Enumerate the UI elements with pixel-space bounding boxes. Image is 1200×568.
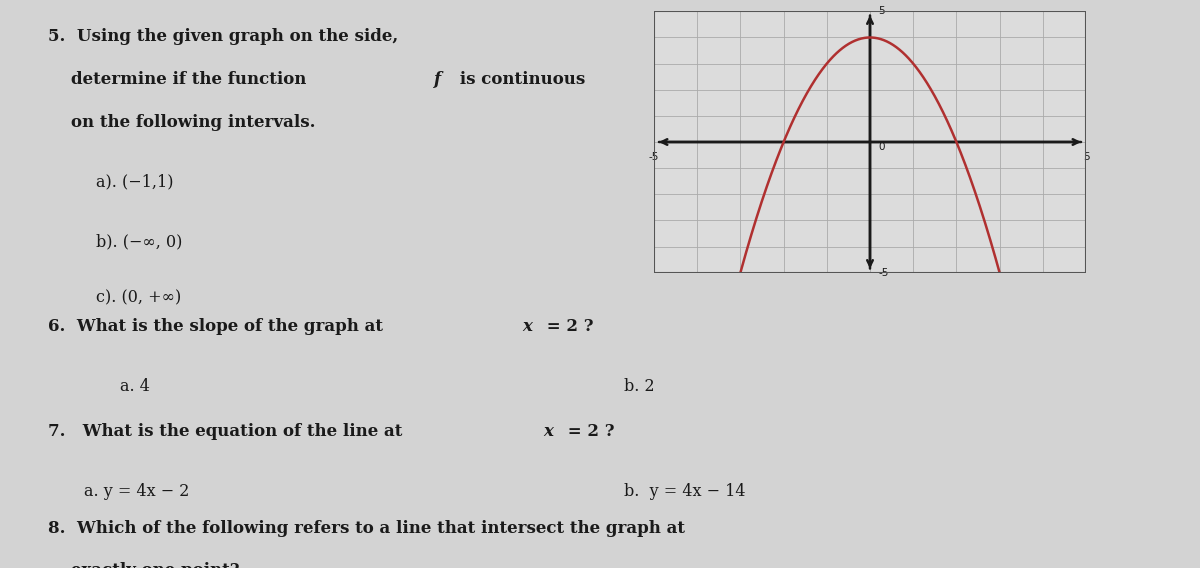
Text: exactly one point?: exactly one point? <box>48 562 240 568</box>
Text: b. 2: b. 2 <box>624 378 655 395</box>
Text: = 2 ?: = 2 ? <box>562 423 614 440</box>
Text: determine if the function: determine if the function <box>48 71 312 88</box>
Text: a. y = 4x − 2: a. y = 4x − 2 <box>84 483 190 500</box>
Text: -5: -5 <box>878 268 889 278</box>
Text: 0: 0 <box>878 142 886 152</box>
Text: 7.   What is the equation of the line at: 7. What is the equation of the line at <box>48 423 408 440</box>
Text: 8.  Which of the following refers to a line that intersect the graph at: 8. Which of the following refers to a li… <box>48 520 685 537</box>
Text: 5: 5 <box>1082 152 1090 162</box>
Text: a). (−1,1): a). (−1,1) <box>96 173 174 190</box>
Text: = 2 ?: = 2 ? <box>541 318 594 335</box>
Text: 5: 5 <box>878 6 886 16</box>
Text: b.  y = 4x − 14: b. y = 4x − 14 <box>624 483 745 500</box>
Text: is continuous: is continuous <box>454 71 584 88</box>
Text: x: x <box>522 318 532 335</box>
Text: 6.  What is the slope of the graph at: 6. What is the slope of the graph at <box>48 318 389 335</box>
Text: -5: -5 <box>649 152 659 162</box>
Text: c). (0, +∞): c). (0, +∞) <box>96 290 181 307</box>
Text: a. 4: a. 4 <box>120 378 150 395</box>
Text: x: x <box>544 423 553 440</box>
Text: b). (−∞, 0): b). (−∞, 0) <box>96 233 182 250</box>
Text: on the following intervals.: on the following intervals. <box>48 114 316 131</box>
Text: 5.  Using the given graph on the side,: 5. Using the given graph on the side, <box>48 28 398 45</box>
Text: f: f <box>434 71 442 88</box>
